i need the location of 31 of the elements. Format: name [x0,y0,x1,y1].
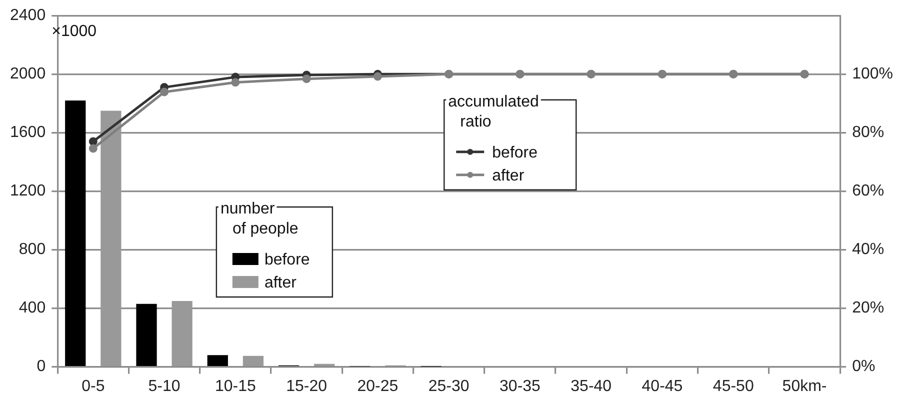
annotation: ×1000 [52,23,97,40]
y-tick-label: 1200 [10,182,46,200]
y2-tick-label: 20% [852,300,884,317]
legend-label: after [492,167,525,184]
y-tick-label: 800 [18,241,46,258]
x-tick-label: 30-35 [500,378,541,395]
annotation: accumulated ratio [448,93,539,130]
y-tick-label: 2000 [10,66,46,83]
x-tick-label: 40-45 [642,378,683,395]
y2-tick-label: 0% [852,358,876,376]
x-tick-label: 35-40 [570,378,612,395]
y2-tick-label: 60% [852,182,884,200]
x-tick-label: 10-15 [214,378,256,395]
x-tick-label: 50km- [782,378,827,395]
y-tick-label: 0 [36,358,46,376]
y2-tick-label: 100% [852,66,893,83]
x-tick-label: 25-30 [428,378,470,395]
legend-label: before [264,251,310,268]
y-tick-label: 400 [18,300,46,317]
x-tick-label: 15-20 [286,378,328,395]
y-tick-label: 1600 [10,124,46,142]
x-tick-label: 45-50 [712,378,754,395]
y2-tick-label: 40% [852,241,884,258]
legend-label: after [264,274,298,292]
x-tick-label: 5-10 [148,378,180,395]
y-tick-label: 2400 [10,7,46,24]
annotation: number of people [220,200,298,238]
x-tick-label: 0-5 [82,378,105,395]
legend-label: before [492,144,538,162]
y2-tick-label: 80% [852,124,884,142]
x-tick-label: 20-25 [357,378,398,395]
